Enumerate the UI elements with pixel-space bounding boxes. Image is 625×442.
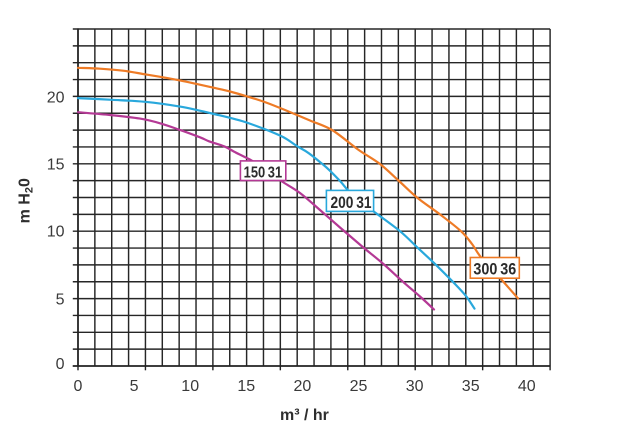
- svg-text:5: 5: [130, 378, 139, 395]
- svg-text:300 36: 300 36: [473, 260, 516, 279]
- svg-text:30: 30: [406, 378, 424, 395]
- svg-text:m³ / hr: m³ / hr: [280, 407, 329, 424]
- svg-text:20: 20: [47, 90, 65, 107]
- svg-text:35: 35: [462, 378, 480, 395]
- svg-text:200 31: 200 31: [331, 193, 372, 212]
- svg-text:15: 15: [237, 378, 255, 395]
- svg-text:10: 10: [181, 378, 199, 395]
- svg-text:150 31: 150 31: [244, 164, 283, 181]
- svg-text:10: 10: [47, 224, 65, 241]
- svg-text:0: 0: [74, 378, 83, 395]
- svg-text:40: 40: [518, 378, 536, 395]
- svg-text:m H20: m H20: [17, 178, 36, 223]
- svg-text:15: 15: [47, 157, 65, 174]
- svg-text:25: 25: [350, 378, 368, 395]
- svg-text:5: 5: [56, 292, 65, 309]
- svg-text:0: 0: [56, 356, 65, 373]
- svg-text:20: 20: [294, 378, 312, 395]
